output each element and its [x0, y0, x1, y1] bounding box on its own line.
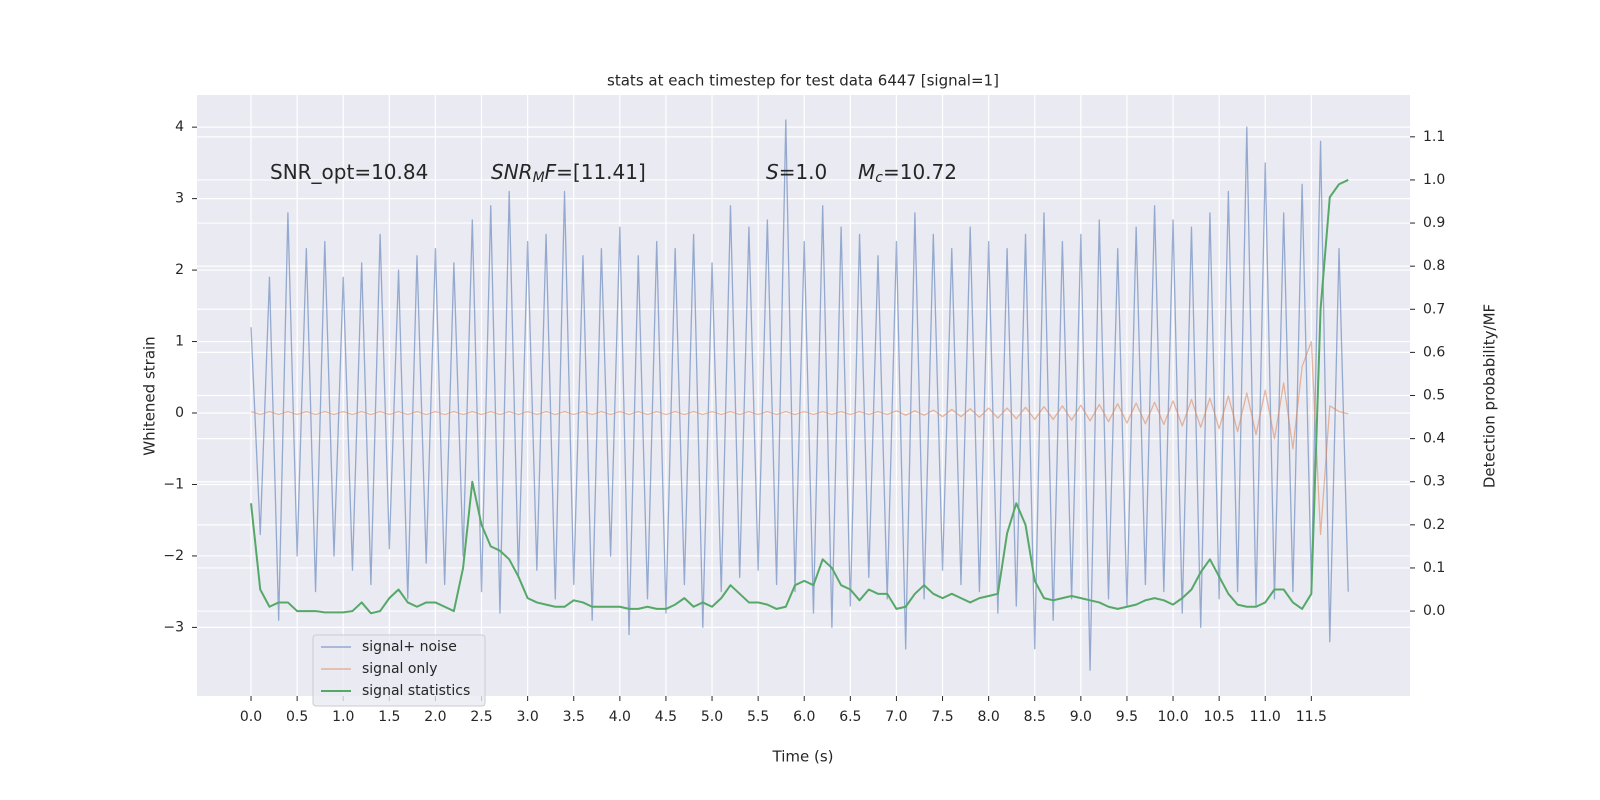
series-line: [250, 179, 1349, 615]
x-tick-label: 7.5: [931, 709, 953, 725]
y-tick-label: 4: [175, 119, 184, 135]
x-tick-label: 6.0: [793, 709, 815, 725]
annotation-italic: S: [766, 160, 779, 184]
y-tick-label: 1: [175, 334, 184, 350]
annotation: SNR_opt=10.84: [270, 160, 428, 184]
x-tick-label: 8.0: [978, 709, 1000, 725]
x-tick-label: 9.5: [1116, 709, 1138, 725]
x-tick-label: 6.5: [839, 709, 861, 725]
y2-tick-label: 0.2: [1423, 517, 1445, 533]
y2-axis-label: Detection probability/MF: [1481, 304, 1499, 488]
legend-box: [312, 634, 486, 707]
x-axis-label: Time (s): [772, 748, 834, 766]
y2-tick-label: 0.5: [1423, 388, 1445, 404]
annotation: Mc=10.72: [858, 160, 957, 187]
annotation: SNRMF=[11.41]: [491, 160, 646, 187]
x-tick-label: 4.5: [655, 709, 677, 725]
x-tick-label: 4.0: [609, 709, 631, 725]
annotation-italic: F: [545, 160, 557, 184]
x-tick-label: 5.0: [701, 709, 723, 725]
y2-tick-label: 0.7: [1423, 301, 1445, 317]
legend-label: signal+ noise: [362, 639, 457, 655]
annotation-text: =1.0: [779, 160, 828, 184]
legend-label: signal statistics: [362, 683, 470, 699]
annotation-subscript: c: [875, 170, 883, 186]
x-tick-label: 8.5: [1024, 709, 1046, 725]
x-tick-label: 5.5: [747, 709, 769, 725]
y2-tick-label: 0.6: [1423, 344, 1445, 360]
y-tick-label: −1: [163, 476, 184, 492]
y-axis-label: Whitened strain: [141, 336, 159, 455]
x-tick-label: 3.5: [563, 709, 585, 725]
annotation-subscript: M: [533, 170, 545, 186]
series-line: [250, 119, 1349, 671]
x-tick-label: 0.0: [240, 709, 262, 725]
y2-tick-label: 0.1: [1423, 560, 1445, 576]
y-tick-label: 2: [175, 262, 184, 278]
annotation-italic: M: [858, 160, 875, 184]
x-tick-label: 10.0: [1157, 709, 1188, 725]
y-tick-label: −2: [163, 548, 184, 564]
chart-title: stats at each timestep for test data 644…: [607, 72, 999, 90]
x-tick-label: 11.0: [1250, 709, 1281, 725]
x-tick-label: 0.5: [286, 709, 308, 725]
x-tick-label: 9.0: [1070, 709, 1092, 725]
x-tick-label: 11.5: [1296, 709, 1327, 725]
x-tick-label: 2.5: [470, 709, 492, 725]
y-tick-label: −3: [163, 619, 184, 635]
annotation-text: =[11.41]: [556, 160, 646, 184]
y-tick-label: 3: [175, 191, 184, 207]
y-tick-label: 0: [175, 405, 184, 421]
annotation-text: =10.72: [883, 160, 957, 184]
y2-tick-label: 0.8: [1423, 258, 1445, 274]
annotation: S=1.0: [766, 160, 827, 184]
x-tick-label: 3.0: [517, 709, 539, 725]
x-tick-label: 7.0: [885, 709, 907, 725]
y2-tick-label: 0.9: [1423, 215, 1445, 231]
series-line: [250, 340, 1349, 536]
y2-tick-label: 0.3: [1423, 474, 1445, 490]
y2-tick-label: 1.1: [1423, 129, 1445, 145]
annotation-italic: SNR: [491, 160, 533, 184]
x-tick-label: 10.5: [1204, 709, 1235, 725]
x-tick-label: 2.0: [424, 709, 446, 725]
annotation-text: SNR_opt=10.84: [270, 160, 428, 184]
x-tick-label: 1.0: [332, 709, 354, 725]
x-tick-label: 1.5: [378, 709, 400, 725]
y2-tick-label: 0.0: [1423, 603, 1445, 619]
y2-tick-label: 1.0: [1423, 172, 1445, 188]
y2-tick-label: 0.4: [1423, 431, 1445, 447]
legend-label: signal only: [362, 661, 437, 677]
